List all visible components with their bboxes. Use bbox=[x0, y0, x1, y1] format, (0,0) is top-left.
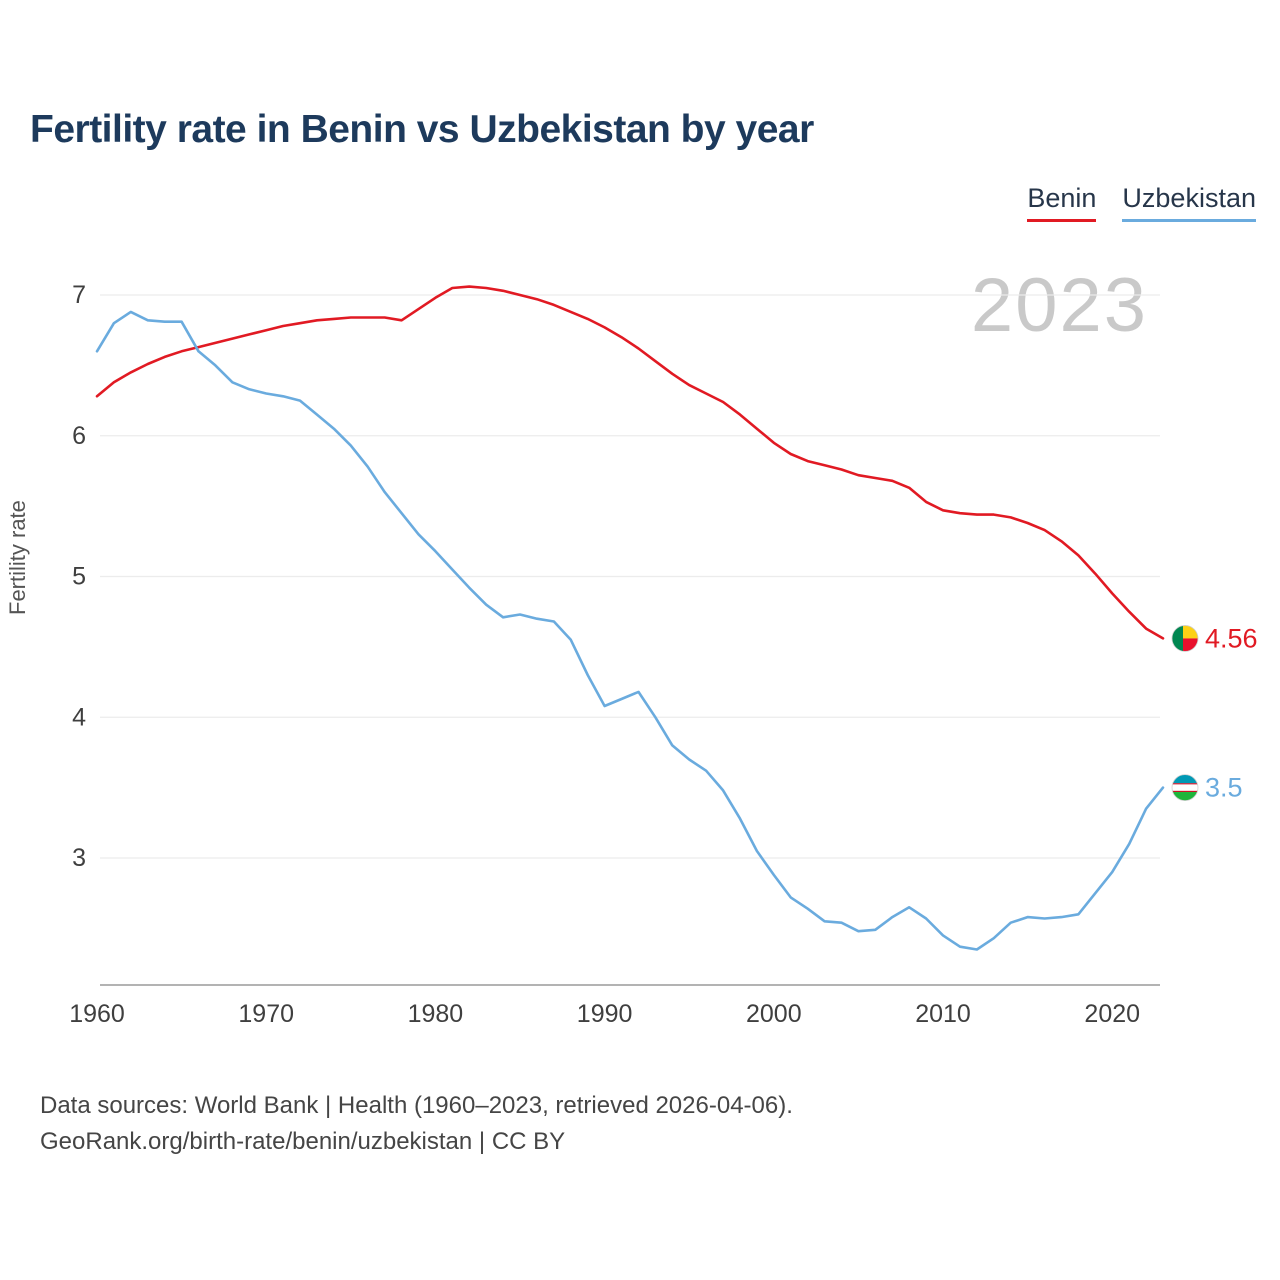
uzbekistan-flag-ring bbox=[1171, 774, 1199, 802]
legend-item-benin[interactable]: Benin bbox=[1027, 183, 1097, 222]
uzbekistan-line bbox=[95, 310, 1165, 951]
svg-text:3: 3 bbox=[72, 844, 86, 872]
gridlines bbox=[100, 294, 1160, 859]
svg-text:5: 5 bbox=[72, 563, 86, 591]
legend: Benin Uzbekistan bbox=[1027, 183, 1256, 222]
svg-text:6: 6 bbox=[72, 422, 86, 450]
benin-end-value: 4.56 bbox=[1205, 623, 1258, 653]
footer-sources-line: Data sources: World Bank | Health (1960–… bbox=[40, 1092, 793, 1119]
uzbekistan-flag-icon bbox=[1172, 774, 1198, 801]
watermark-year: 2023 bbox=[970, 263, 1148, 348]
svg-text:1980: 1980 bbox=[408, 1000, 464, 1028]
svg-text:2020: 2020 bbox=[1084, 1000, 1140, 1028]
footer-attribution-line: GeoRank.org/birth-rate/benin/uzbekistan … bbox=[40, 1128, 566, 1155]
uzbekistan-end-value: 3.5 bbox=[1205, 773, 1243, 803]
svg-text:2010: 2010 bbox=[915, 1000, 971, 1028]
svg-text:1960: 1960 bbox=[69, 1000, 125, 1028]
svg-text:1970: 1970 bbox=[238, 1000, 294, 1028]
benin-flag-ring bbox=[1171, 625, 1199, 652]
svg-text:1990: 1990 bbox=[577, 1000, 633, 1028]
svg-text:7: 7 bbox=[72, 281, 86, 309]
page-title: Fertility rate in Benin vs Uzbekistan by… bbox=[30, 108, 814, 151]
svg-text:2000: 2000 bbox=[746, 1000, 802, 1028]
benin-line bbox=[95, 285, 1165, 640]
footer: Data sources: World Bank | Health (1960–… bbox=[40, 1088, 793, 1160]
svg-text:4: 4 bbox=[72, 703, 86, 731]
legend-item-uzbekistan[interactable]: Uzbekistan bbox=[1122, 183, 1256, 222]
y-tick-labels: 3 4 5 6 7 bbox=[72, 281, 86, 872]
x-tick-labels: 1960 1970 1980 1990 2000 2010 2020 bbox=[69, 1000, 1140, 1028]
